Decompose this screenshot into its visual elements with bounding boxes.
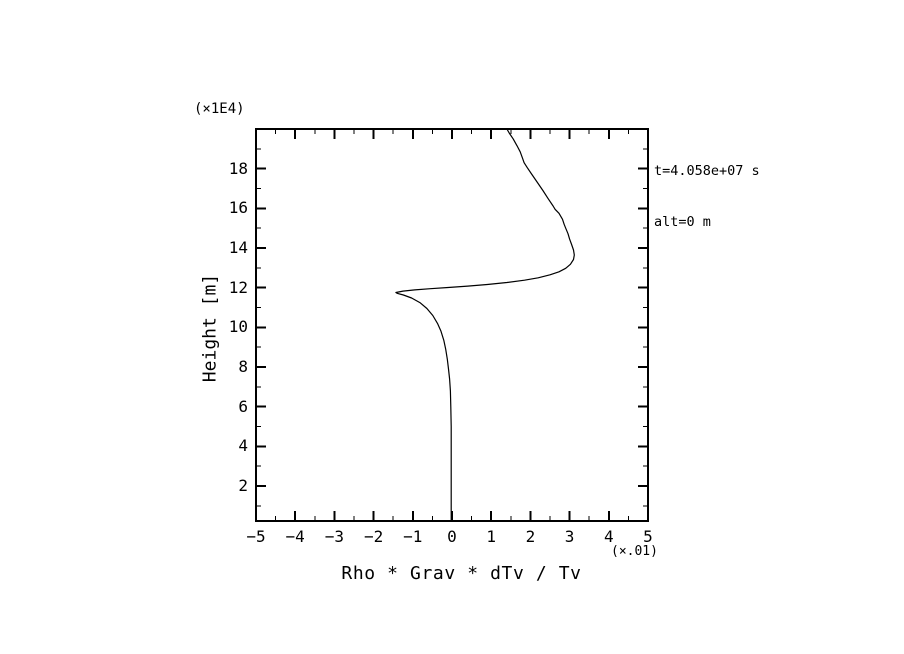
profile-curve: [395, 128, 575, 521]
y-axis-multiplier-label: (×1E4): [194, 101, 245, 117]
x-tick-label: 2: [525, 527, 536, 546]
y-tick-label: 18: [228, 158, 248, 178]
x-tick-label: 1: [486, 527, 496, 546]
y-axis-title: Height [m]: [199, 273, 221, 383]
x-tick-label: −4: [285, 527, 305, 546]
y-tick-label: 12: [228, 277, 248, 297]
x-tick-label: 3: [564, 527, 575, 546]
y-tick-label: 8: [238, 357, 248, 377]
y-tick-label: 6: [238, 396, 248, 416]
x-axis-multiplier-label: (×.01): [611, 544, 658, 559]
y-tick-label: 14: [228, 238, 248, 258]
x-tick-label: 0: [447, 527, 457, 546]
x-axis-title: Rho * Grav * dTv / Tv: [341, 563, 582, 584]
y-tick-label: 2: [238, 476, 248, 496]
x-tick-label: −2: [363, 527, 384, 546]
annotation-altitude: alt=0 m: [654, 214, 711, 230]
x-tick-label: 4: [603, 527, 614, 546]
plot-frame: [255, 128, 649, 522]
x-tick-label: −1: [403, 527, 423, 546]
y-tick-label: 16: [228, 198, 248, 218]
x-tick-label: −5: [246, 527, 266, 546]
x-tick-label: −3: [324, 527, 345, 546]
annotation-block: t=4.058e+07 s alt=0 m: [654, 129, 760, 265]
y-tick-label: 4: [238, 436, 248, 456]
annotation-time: t=4.058e+07 s: [654, 163, 760, 179]
y-tick-label: 10: [228, 317, 248, 337]
x-tick-label: 5: [643, 527, 653, 546]
